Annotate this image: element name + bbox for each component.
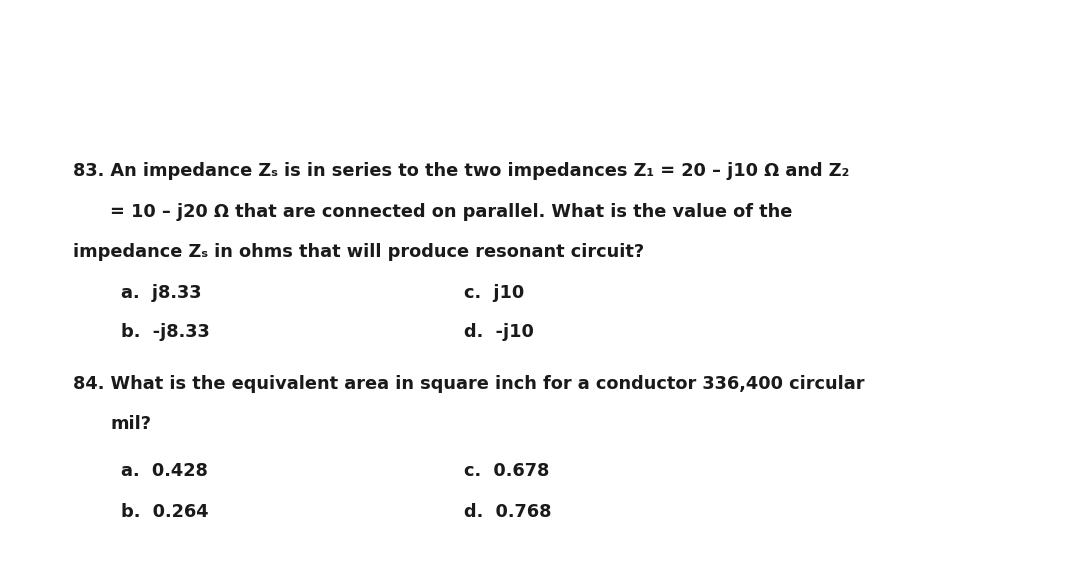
Text: a.  j8.33: a. j8.33 — [121, 284, 202, 302]
Text: 83. An impedance Zₛ is in series to the two impedances Z₁ = 20 – j10 Ω and Z₂: 83. An impedance Zₛ is in series to the … — [73, 163, 850, 180]
Text: impedance Zₛ in ohms that will produce resonant circuit?: impedance Zₛ in ohms that will produce r… — [73, 243, 645, 261]
Text: b.  -j8.33: b. -j8.33 — [121, 323, 210, 341]
Text: 84. What is the equivalent area in square inch for a conductor 336,400 circular: 84. What is the equivalent area in squar… — [73, 375, 865, 393]
Text: d.  -j10: d. -j10 — [464, 323, 535, 341]
Text: a.  0.428: a. 0.428 — [121, 462, 207, 480]
Text: mil?: mil? — [110, 415, 151, 433]
Text: = 10 – j20 Ω that are connected on parallel. What is the value of the: = 10 – j20 Ω that are connected on paral… — [110, 203, 793, 221]
Text: b.  0.264: b. 0.264 — [121, 504, 208, 521]
Text: c.  0.678: c. 0.678 — [464, 462, 550, 480]
Text: c.  j10: c. j10 — [464, 284, 525, 302]
Text: d.  0.768: d. 0.768 — [464, 504, 552, 521]
